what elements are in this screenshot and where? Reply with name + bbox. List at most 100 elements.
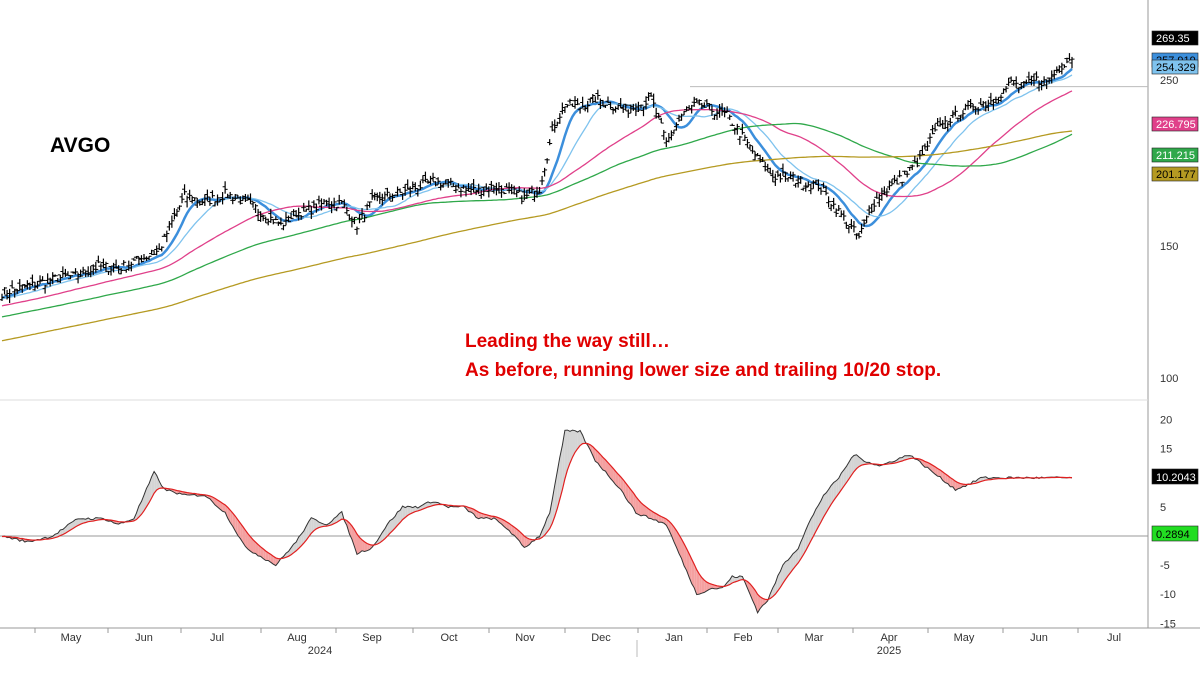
price-bar [476, 183, 482, 195]
price-badge [1151, 147, 1199, 163]
price-bar [433, 181, 439, 187]
price-bar [547, 139, 553, 146]
price-bar [392, 194, 398, 196]
ma-line-50 [1, 90, 1073, 307]
month-label: Dec [591, 632, 611, 644]
price-bar [775, 170, 781, 178]
price-bar [1061, 64, 1067, 68]
price-bar [60, 266, 66, 278]
price-badge [1151, 166, 1199, 182]
price-bar [488, 180, 494, 190]
price-bar [499, 185, 505, 198]
price-bar [359, 208, 365, 219]
price-bar [554, 121, 560, 127]
price-tick-label: 250 [1160, 75, 1178, 87]
price-bar [511, 185, 517, 195]
price-bar [100, 258, 106, 269]
price-bar [270, 219, 276, 225]
price-bar [1069, 56, 1075, 69]
price-bar [40, 276, 46, 282]
price-bar [133, 255, 139, 259]
price-bar [608, 101, 614, 110]
price-bar [215, 194, 221, 206]
oscillator-fast-line [1, 429, 1073, 614]
price-bar [95, 255, 101, 264]
price-bar [831, 197, 837, 210]
price-bar [288, 212, 294, 220]
oscillator-tick-label: 15 [1160, 444, 1172, 456]
price-bar [800, 187, 806, 191]
oscillator-tick-label: -5 [1160, 560, 1170, 572]
price-bar [301, 202, 307, 212]
price-bar [975, 106, 981, 115]
price-bar [963, 103, 969, 111]
price-bar [886, 180, 892, 191]
price-bar [833, 208, 839, 217]
price-bar [349, 216, 355, 228]
month-label: Jan [665, 632, 683, 644]
price-bar [1034, 71, 1040, 81]
price-bar [998, 94, 1004, 102]
price-bar [942, 116, 948, 130]
price-bar [884, 188, 890, 198]
price-bar [777, 173, 783, 183]
price-bar [684, 106, 690, 112]
price-bar [947, 117, 953, 127]
price-bar [57, 274, 63, 283]
price-bar [924, 140, 930, 151]
oscillator-fill [2, 430, 1072, 613]
price-bar [897, 170, 903, 178]
price-bar [1066, 53, 1072, 61]
price-bar [232, 194, 238, 201]
price-bar [258, 211, 264, 222]
year-label: 2025 [877, 645, 901, 657]
ohlc-bars [0, 53, 1075, 303]
price-bar [389, 193, 395, 202]
price-bar [384, 187, 390, 197]
oscillator-badge [1151, 468, 1199, 485]
price-bar [732, 127, 738, 135]
price-bar [701, 102, 707, 108]
price-bar [121, 260, 127, 266]
price-bar [7, 288, 13, 303]
price-bar [73, 268, 79, 275]
month-label: Jun [135, 632, 153, 644]
oscillator-tick-label: 20 [1160, 415, 1172, 427]
price-bar [808, 183, 814, 195]
price-bar [207, 196, 213, 206]
price-bar [750, 146, 756, 154]
price-bar [420, 175, 426, 184]
price-bar [978, 98, 984, 106]
price-bar [1031, 73, 1037, 87]
price-bar [1026, 71, 1032, 83]
price-bar [559, 102, 565, 115]
month-label: Oct [440, 632, 457, 644]
month-label: Aug [287, 632, 307, 644]
price-bar [696, 99, 702, 106]
annotation-line-2: As before, running lower size and traili… [465, 360, 942, 381]
price-bar [590, 94, 596, 104]
ma-line-10 [1, 67, 1073, 299]
price-bar [595, 89, 601, 100]
price-bar [623, 103, 629, 111]
price-bar [892, 174, 898, 183]
price-bar [37, 275, 43, 284]
price-bar [313, 203, 319, 213]
ma-line-100 [1, 122, 1073, 318]
price-bar [709, 105, 715, 116]
month-label: Mar [805, 632, 824, 644]
price-bar [410, 181, 416, 190]
month-label: Jul [210, 632, 224, 644]
oscillator-tick-label: 5 [1160, 502, 1166, 514]
price-bar [268, 208, 274, 223]
price-bar [448, 177, 454, 186]
price-bar [539, 175, 545, 186]
price-bar [722, 107, 728, 118]
price-bar [960, 110, 966, 120]
price-bar [549, 121, 555, 132]
price-bar [78, 269, 84, 278]
price-badge [1151, 116, 1199, 132]
price-bar [34, 280, 40, 289]
price-bar [772, 173, 778, 186]
price-bar [80, 266, 86, 275]
